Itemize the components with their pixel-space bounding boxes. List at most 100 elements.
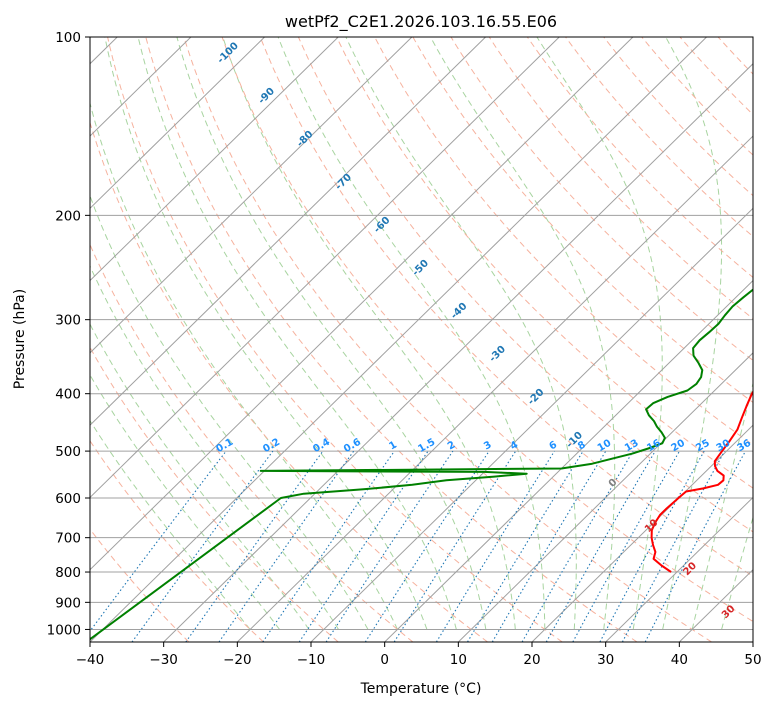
dry-adiabat-line: [107, 37, 563, 642]
isotherm-line: [457, 352, 753, 642]
moist-adiabat-line: [90, 194, 369, 630]
x-tick-label: −40: [76, 652, 105, 668]
mixing-ratio-line: [393, 450, 517, 642]
dry-adiabats: [90, 37, 753, 642]
dry-adiabat-line: [641, 37, 753, 156]
dry-adiabat-line: [90, 439, 264, 642]
dewpoint-profile-line: [90, 288, 753, 641]
moist-adiabat-line: [90, 264, 339, 630]
x-tick-label: 30: [597, 652, 614, 668]
x-tick-label: −30: [149, 652, 178, 668]
y-tick-label: 300: [55, 313, 81, 329]
mixing-ratio-label: 1: [387, 439, 399, 452]
moist-adiabat-line: [536, 37, 663, 630]
dry-adiabat-line: [450, 37, 753, 362]
moist-adiabat-line: [90, 373, 280, 630]
mixing-ratio-line: [364, 450, 490, 642]
x-tick-label: −20: [223, 652, 252, 668]
mixing-ratio-line: [435, 450, 555, 642]
y-axis-title: Pressure (hPa): [12, 289, 28, 389]
isotherm-line: [90, 37, 413, 354]
moist-adiabat-line: [137, 37, 457, 630]
moist-adiabat-line: [662, 37, 723, 630]
isotherm-line: [310, 207, 753, 642]
x-tick-label: 50: [744, 652, 761, 668]
y-tick-label: 600: [55, 491, 81, 507]
isotherms: [90, 37, 753, 642]
dry-adiabat-line: [90, 120, 488, 642]
dry-adiabat-line: [90, 243, 414, 642]
moist-adiabat-line: [176, 37, 487, 630]
mixing-ratio-label: 4: [509, 439, 521, 452]
mixing-ratio-label: 6: [547, 439, 559, 452]
moist-adiabat-line: [90, 419, 251, 630]
mixing-ratio-line: [572, 450, 680, 642]
temperature-profile-line: [650, 390, 753, 573]
dry-adiabat-line: [374, 37, 753, 446]
moist-adiabat-line: [90, 101, 398, 630]
y-tick-label: 800: [55, 565, 81, 581]
moist-adiabat-line: [721, 515, 753, 630]
isotherm-line: [90, 37, 339, 282]
mixing-ratio-line: [599, 450, 705, 642]
moist-adiabat-line: [430, 37, 616, 630]
dry-adiabat-line: [565, 37, 753, 238]
mixing-ratio-line: [545, 450, 656, 642]
dry-adiabat-line: [90, 346, 339, 642]
x-axis-title: Temperature (°C): [360, 681, 482, 697]
isotherm-line: [90, 37, 634, 571]
mixing-ratio-label: 2: [446, 439, 458, 452]
profile-series: [90, 288, 753, 641]
mixing-ratio-line: [491, 450, 607, 642]
x-tick-label: 20: [523, 652, 540, 668]
mixing-ratio-line: [467, 450, 584, 642]
isotherm-line: [236, 135, 753, 642]
dry-adiabat-line: [526, 37, 753, 279]
moist-adiabat-line: [345, 37, 577, 630]
y-tick-label: 400: [55, 387, 81, 403]
x-tick-label: 40: [671, 652, 688, 668]
y-tick-label: 500: [55, 444, 81, 460]
dry-adiabat-line: [259, 37, 753, 577]
y-tick-label: 200: [55, 208, 81, 224]
y-tick-label: 1000: [47, 622, 81, 638]
dry-adiabat-line: [183, 37, 712, 642]
mixing-ratio-lines: [90, 450, 746, 642]
y-tick-label: 900: [55, 595, 81, 611]
mixing-ratio-line: [262, 450, 395, 642]
isotherm-line: [163, 63, 753, 642]
dry-adiabat-line: [412, 37, 753, 404]
x-tick-label: 10: [450, 652, 467, 668]
y-axis-ticks: 100 200 300 400 500 600 700 800 900 1000: [47, 30, 90, 638]
y-tick-label: 100: [55, 30, 81, 46]
isotherm-line: [90, 37, 707, 642]
x-tick-label: 0: [380, 652, 389, 668]
mixing-ratio-line: [521, 450, 634, 642]
dry-adiabat-line: [297, 37, 753, 533]
mixing-ratio-label: 8: [576, 439, 588, 452]
moist-adiabats: [90, 37, 753, 630]
moist-adiabat-line: [222, 37, 516, 630]
dry-adiabat-line: [221, 37, 753, 623]
dry-adiabat-line: [145, 37, 638, 642]
chart-title: wetPf2_C2E1.2026.103.16.55.E06: [285, 12, 557, 32]
moist-adiabat-line: [277, 37, 546, 630]
mixing-ratio-line: [218, 450, 355, 642]
isotherm-line: [90, 37, 265, 210]
dry-adiabat-line: [90, 528, 190, 642]
x-tick-label: −10: [297, 652, 326, 668]
isotherm-line: [90, 37, 486, 426]
mixing-ratio-line: [185, 450, 324, 642]
mixing-ratio-line: [621, 450, 726, 642]
isotherm-line: [531, 424, 753, 642]
y-tick-label: 700: [55, 531, 81, 547]
isotherm-line: [384, 279, 753, 642]
isotherm-line: [605, 496, 753, 642]
dry-adiabat-line: [336, 37, 753, 489]
moist-adiabat-line: [104, 37, 428, 630]
mixing-ratio-label: 3: [482, 439, 494, 452]
plot-frame: [89, 36, 754, 643]
moist-adiabat-line: [691, 381, 753, 630]
x-axis-ticks: −40 −30 −20 −10 0 10 20 30 40 50: [76, 642, 762, 668]
